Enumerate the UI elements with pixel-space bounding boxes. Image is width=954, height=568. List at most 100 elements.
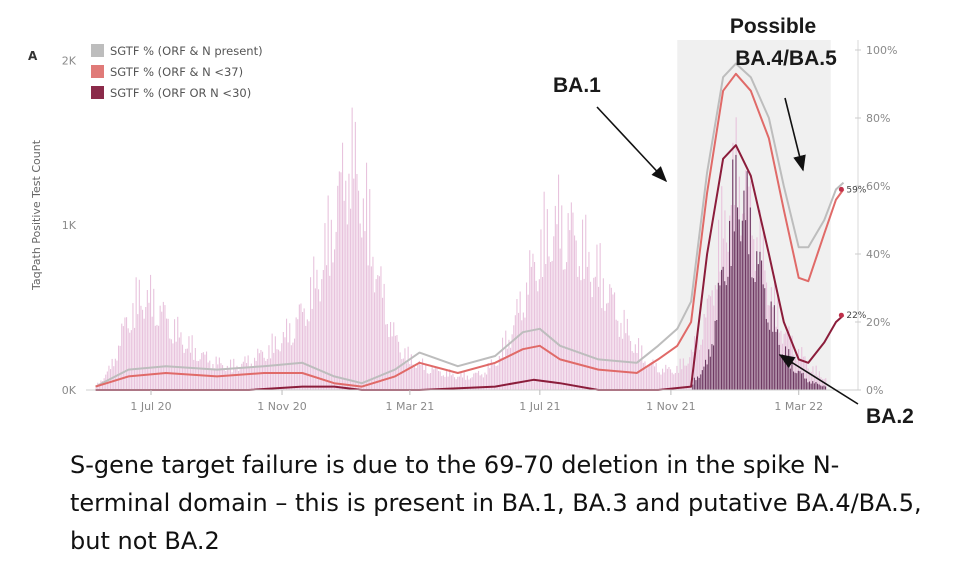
annotation-ba1: BA.1: [553, 74, 601, 97]
count-bar: [364, 231, 366, 390]
count-bar: [158, 325, 160, 390]
sgtf-count-bar: [780, 355, 782, 390]
count-bar: [214, 368, 216, 390]
count-bar: [386, 324, 388, 390]
axes: [86, 40, 859, 391]
count-bar: [396, 335, 398, 390]
count-bar: [138, 279, 140, 390]
sgtf-count-bar: [799, 371, 801, 390]
count-bar: [338, 171, 340, 390]
sgtf-count-bars: [692, 154, 827, 390]
count-bar: [282, 332, 284, 390]
count-bar: [146, 290, 148, 390]
count-bar: [383, 283, 385, 390]
sgtf-count-bar: [724, 281, 726, 390]
count-bar: [354, 121, 356, 391]
sgtf-count-bar: [767, 322, 769, 390]
count-bar: [166, 318, 168, 390]
count-bar: [142, 309, 144, 390]
count-bar: [114, 358, 116, 390]
x-tick-label: 1 Nov 20: [257, 400, 306, 413]
count-bar: [457, 376, 459, 390]
sgtf-count-bar: [754, 282, 756, 390]
count-bar: [671, 372, 673, 390]
count-bar: [474, 372, 476, 390]
count-bar: [654, 366, 656, 390]
count-bar: [591, 297, 593, 390]
count-bar: [404, 348, 406, 390]
count-bar: [417, 364, 419, 390]
count-bar: [620, 322, 622, 390]
count-bar: [350, 208, 352, 390]
count-bar: [236, 365, 238, 390]
count-bar: [681, 369, 683, 390]
count-bar: [412, 364, 414, 390]
sgtf-count-bar: [703, 366, 705, 390]
sgtf-count-bar: [756, 251, 758, 390]
count-bar: [674, 373, 676, 390]
count-bar: [561, 205, 563, 390]
count-bar: [406, 363, 408, 390]
count-bar: [666, 368, 668, 390]
count-bar: [380, 266, 382, 390]
count-bar: [510, 347, 512, 390]
count-bar: [343, 200, 345, 390]
count-bar: [340, 172, 342, 390]
sgtf-count-bar: [777, 329, 779, 390]
count-bar: [670, 369, 672, 390]
count-bar: [554, 205, 556, 390]
count-bar: [658, 372, 660, 390]
count-bar: [551, 260, 553, 390]
count-bar: [423, 370, 425, 390]
count-bar: [222, 365, 224, 390]
y-left-axis-label: TaqPath Positive Test Count: [30, 139, 43, 291]
count-bar: [534, 262, 536, 390]
count-bar: [542, 277, 544, 390]
count-bar: [636, 353, 638, 390]
sgtf-count-bar: [773, 305, 775, 390]
count-bar: [177, 316, 179, 390]
sgtf-count-bar: [764, 288, 766, 390]
count-bar: [206, 351, 208, 390]
count-bar: [132, 303, 134, 390]
count-bar: [348, 173, 350, 390]
end-label: 22%: [846, 311, 866, 321]
sgtf-count-bar: [781, 354, 783, 390]
sgtf-count-bar: [801, 373, 803, 390]
count-bar: [418, 360, 420, 390]
count-bar: [260, 350, 262, 390]
count-bar: [215, 356, 217, 390]
count-bar: [401, 359, 403, 390]
count-bar: [433, 369, 435, 390]
sgtf-count-bar: [762, 284, 764, 390]
count-bar: [353, 178, 355, 390]
count-bar: [175, 341, 177, 390]
count-bar: [602, 278, 604, 390]
count-bar: [646, 368, 648, 390]
count-bar: [239, 367, 241, 390]
x-tick-label: 1 Jul 20: [130, 400, 171, 413]
sgtf-count-bar: [797, 370, 799, 390]
count-bar: [596, 244, 598, 390]
count-bar: [502, 337, 504, 390]
sgtf-count-bar: [693, 377, 695, 390]
count-bar: [690, 349, 692, 390]
sgtf-count-bar: [793, 371, 795, 390]
count-bar: [420, 365, 422, 390]
legend-label: SGTF % (ORF OR N <30): [110, 86, 251, 100]
caption: S-gene target failure is due to the 69-7…: [70, 451, 922, 555]
count-bar: [468, 379, 470, 390]
count-bar: [486, 374, 488, 390]
panel-label: A: [28, 49, 38, 63]
count-bar: [398, 341, 400, 390]
y-right-tick-labels: 0% 20% 40% 60% 80% 100%: [855, 44, 897, 397]
count-bar: [431, 367, 433, 390]
count-bar: [252, 367, 254, 390]
count-bar: [569, 230, 571, 390]
sgtf-count-bar: [705, 359, 707, 390]
count-bar: [460, 372, 462, 390]
count-bar: [242, 361, 244, 390]
sgtf-count-bar: [785, 346, 787, 390]
count-bar: [300, 303, 302, 390]
sgtf-count-bar: [812, 381, 814, 390]
